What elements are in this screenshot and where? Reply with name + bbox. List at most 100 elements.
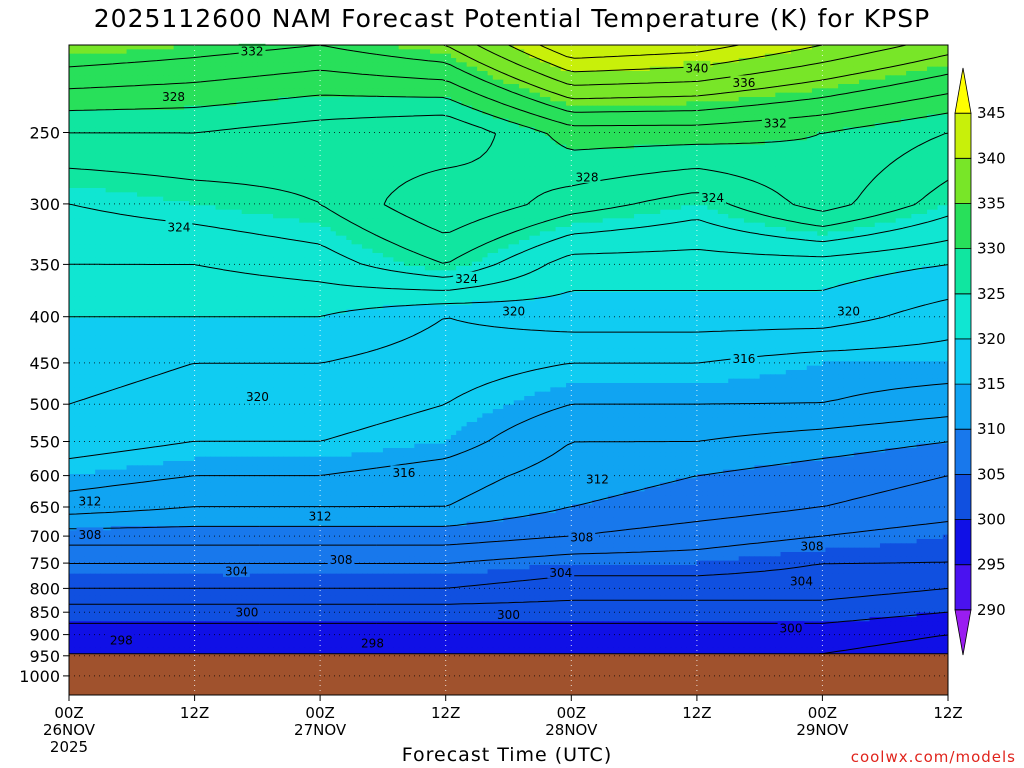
theta-cell [613,149,619,154]
theta-cell [257,84,264,89]
theta-cell [822,140,829,146]
theta-cell [686,58,693,63]
theta-cell [733,71,740,76]
theta-cell [545,123,551,128]
theta-cell [362,162,368,167]
theta-cell [801,153,808,159]
theta-cell [874,123,881,128]
theta-cell [576,127,583,133]
theta-cell [560,71,567,76]
theta-cell [309,58,316,63]
theta-cell [791,88,797,94]
theta-cell [822,71,829,76]
theta-cell [681,170,687,176]
theta-cell [335,58,342,63]
theta-cell [89,127,96,133]
theta-cell [550,79,557,85]
theta-cell [932,136,939,141]
theta-cell [764,84,771,89]
theta-cell [864,84,871,89]
theta-cell [508,84,515,89]
theta-cell [560,114,567,120]
theta-cell [916,101,923,107]
theta-cell [246,136,253,141]
theta-cell [513,79,520,85]
theta-cell [838,84,844,89]
theta-cell [440,170,447,176]
theta-cell [649,62,656,68]
theta-cell [372,75,379,81]
theta-cell [817,58,824,63]
theta-cell [372,101,379,107]
theta-cell [749,105,756,111]
theta-cell [69,131,75,137]
theta-cell [398,45,405,50]
theta-cell [634,62,640,68]
theta-cell [367,49,374,55]
theta-cell [566,162,572,167]
theta-cell [482,58,489,63]
theta-cell [937,66,944,72]
theta-cell [785,118,792,124]
theta-cell [906,66,912,72]
theta-cell [759,127,766,133]
theta-cell [607,75,614,81]
theta-cell [89,131,96,137]
theta-cell [817,131,824,137]
theta-cell [848,62,855,68]
theta-cell [131,71,138,76]
theta-cell [838,149,844,154]
theta-cell [304,88,311,94]
theta-cell [257,140,264,146]
theta-cell [105,66,112,72]
theta-cell [655,71,661,76]
theta-cell [335,71,342,76]
theta-cell [859,114,865,120]
theta-cell [126,45,133,50]
theta-cell [942,140,948,146]
theta-cell [299,88,306,94]
theta-cell [597,157,604,163]
theta-cell [644,49,651,55]
theta-cell [220,153,227,159]
theta-cell [586,166,593,172]
theta-cell [398,75,405,81]
theta-cell [377,49,384,55]
theta-cell [168,131,175,137]
theta-cell [550,71,557,76]
theta-cell [618,136,625,141]
theta-cell [477,62,483,68]
theta-cell [189,84,196,89]
theta-cell [498,101,504,107]
theta-cell [116,53,122,59]
theta-cell [440,162,447,167]
theta-cell [184,49,190,55]
theta-cell [518,162,525,167]
theta-cell [335,79,342,85]
theta-cell [262,105,269,111]
theta-cell [503,75,510,81]
theta-cell [670,153,677,159]
theta-cell [801,131,808,137]
theta-cell [550,157,557,163]
theta-cell [811,101,818,107]
theta-cell [89,101,96,107]
theta-cell [649,140,656,146]
theta-cell [273,170,279,176]
theta-cell [304,75,311,81]
theta-cell [513,101,520,107]
theta-cell [236,84,243,89]
theta-cell [566,84,572,89]
theta-cell [388,123,394,128]
theta-cell [126,58,133,63]
theta-cell [644,88,651,94]
theta-cell [79,84,86,89]
theta-cell [885,105,892,111]
theta-cell [702,131,708,137]
theta-cell [346,123,353,128]
theta-cell [607,114,614,120]
theta-cell [74,157,81,163]
theta-cell [817,127,824,133]
theta-cell [566,123,572,128]
theta-cell [545,144,551,150]
